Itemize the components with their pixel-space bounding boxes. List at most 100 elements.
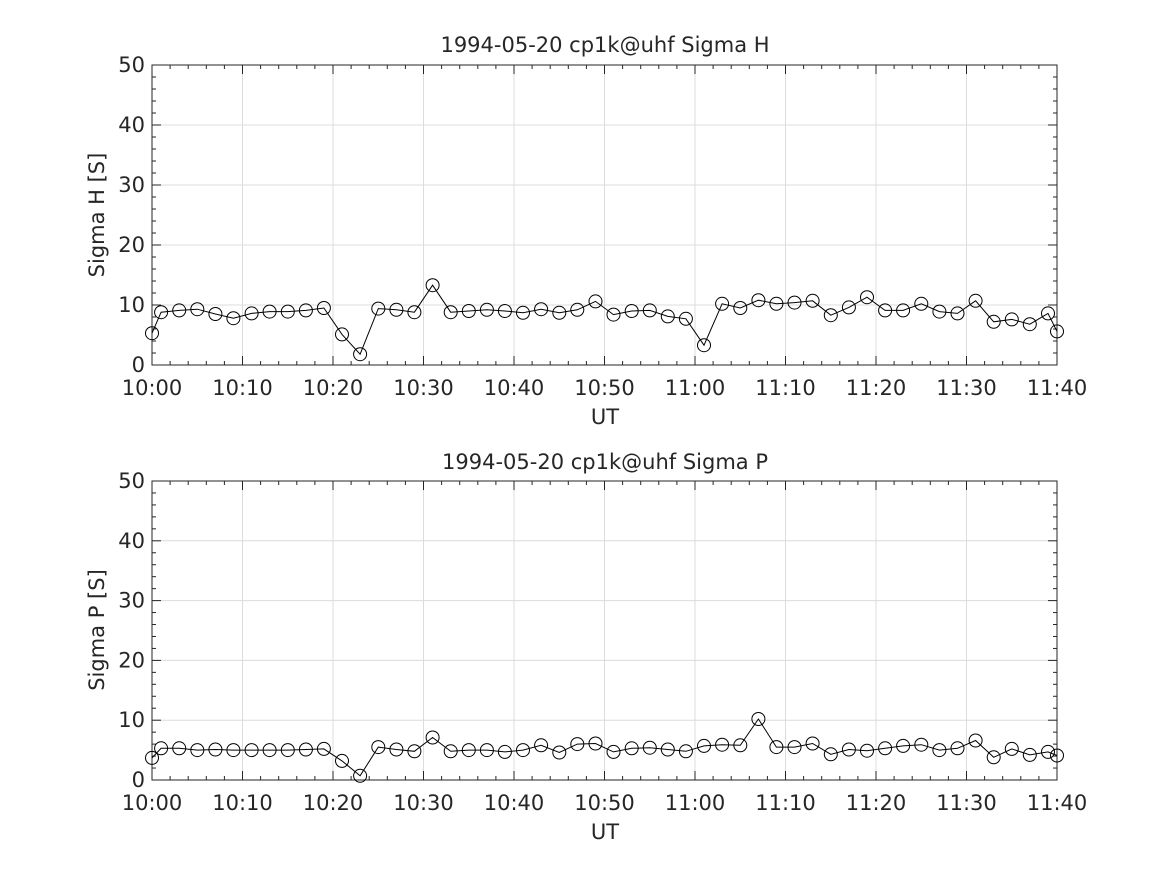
sigma-h-point-38	[823, 308, 838, 323]
sigma-p-point-11	[335, 753, 349, 768]
sigma-p-point-1	[154, 741, 169, 756]
sigma-h-point-17	[443, 305, 458, 320]
sigma-p-point-44	[932, 743, 947, 758]
sigma-h-point-33	[733, 301, 748, 315]
sigma-p-point-12	[353, 768, 368, 783]
sigma-h-title: 1994-05-20 cp1k@uhf Sigma H	[440, 33, 769, 57]
sigma-p-xtick-label-7: 11:10	[755, 791, 816, 815]
sigma-p-point-15	[407, 744, 422, 759]
sigma-h-xtick-label-6: 11:00	[665, 376, 726, 400]
sigma-p-point-30	[678, 744, 693, 759]
sigma-h-ylabel: Sigma H [S]	[85, 153, 109, 278]
sigma-h-point-50	[1041, 306, 1055, 321]
sigma-h-point-43	[914, 296, 929, 311]
sigma-h-point-19	[479, 302, 494, 317]
sigma-h-point-15	[407, 305, 422, 320]
sigma-p-xtick-label-1: 10:10	[212, 791, 273, 815]
sigma-h-point-8	[280, 304, 295, 319]
sigma-h-xtick-label-8: 11:20	[846, 376, 907, 400]
sigma-p-point-29	[660, 742, 675, 757]
sigma-p-point-25	[588, 736, 603, 751]
sigma-h-point-32	[715, 296, 730, 311]
sigma-p-ytick-label-4: 40	[118, 529, 145, 553]
sigma-h-xtick-label-4: 10:40	[484, 376, 545, 400]
sigma-h-point-12	[353, 347, 368, 362]
sigma-p-point-51	[1050, 748, 1064, 763]
sigma-h-point-29	[660, 309, 675, 324]
sigma-h-point-27	[624, 304, 639, 318]
sigma-p-ytick-label-5: 50	[118, 469, 145, 493]
sigma-h-point-14	[389, 302, 404, 317]
sigma-p-series-line	[151, 718, 1058, 777]
sigma-p-point-17	[443, 744, 458, 759]
sigma-h-point-39	[841, 300, 856, 315]
sigma-h-point-10	[316, 301, 331, 315]
sigma-h-point-42	[896, 303, 911, 318]
sigma-p-plot-area: 10:00 10:10 10:20 10:30 10:40 10:50 11:00 11:10…	[118, 469, 1087, 815]
sigma-p-point-26	[606, 744, 621, 759]
sigma-h-ytick-label-3: 30	[118, 173, 145, 197]
sigma-p-point-18	[461, 743, 476, 758]
sigma-p-xtick-label-2: 10:20	[303, 791, 364, 815]
sigma-h-point-48	[1004, 312, 1019, 327]
sigma-p-ytick-label-3: 30	[118, 589, 145, 613]
sigma-p-ytick-label-0: 0	[132, 768, 145, 792]
sigma-h-point-28	[642, 303, 657, 318]
sigma-p-point-38	[823, 747, 838, 762]
sigma-p-point-40	[860, 743, 874, 758]
sigma-p-point-36	[787, 740, 802, 755]
sigma-h-xtick-label-2: 10:20	[303, 376, 364, 400]
sigma-h-point-3	[190, 302, 205, 317]
sigma-h-point-11	[335, 327, 349, 342]
sigma-p-point-49	[1022, 747, 1037, 762]
sigma-p-point-13	[371, 740, 386, 755]
sigma-h-point-20	[497, 304, 512, 318]
sigma-h-point-21	[516, 305, 530, 320]
sigma-h-point-2	[172, 303, 187, 318]
sigma-h-ytick-label-2: 20	[118, 233, 145, 257]
sigma-p-xtick-label-10: 11:40	[1027, 791, 1088, 815]
sigma-h-axes-frame	[151, 64, 1058, 366]
sigma-p-axes-frame	[151, 480, 1058, 781]
sigma-p-point-16	[425, 730, 440, 745]
sigma-p-xtick-label-4: 10:40	[484, 791, 545, 815]
sigma-p-point-6	[244, 743, 259, 758]
sigma-h-xtick-label-3: 10:30	[393, 376, 454, 400]
sigma-h-point-44	[932, 304, 947, 319]
sigma-p-xtick-label-5: 10:50	[574, 791, 635, 815]
sigma-h-point-36	[787, 295, 802, 310]
sigma-p-point-19	[479, 743, 494, 758]
sigma-h-point-35	[769, 296, 784, 311]
sigma-h-point-6	[244, 306, 259, 321]
sigma-p-title: 1994-05-20 cp1k@uhf Sigma P	[442, 450, 768, 474]
sigma-p-point-47	[986, 750, 1001, 765]
sigma-h-ytick-label-0: 0	[132, 353, 145, 377]
sigma-p-point-23	[552, 745, 567, 760]
sigma-p-point-39	[841, 742, 856, 757]
sigma-h-point-45	[950, 306, 965, 321]
sigma-h-point-37	[805, 293, 820, 308]
sigma-p-point-42	[896, 738, 911, 753]
sigma-p-point-10	[316, 741, 331, 756]
sigma-p-point-4	[208, 742, 223, 757]
sigma-h-plot-area: 10:00 10:10 10:20 10:30 10:40 10:50 11:00 11:10…	[118, 53, 1087, 400]
sigma-h-point-31	[697, 338, 711, 353]
sigma-h-point-7	[262, 304, 277, 319]
sigma-h-point-26	[606, 307, 621, 322]
sigma-p-point-32	[715, 737, 730, 752]
sigma-h-xlabel: UT	[591, 405, 619, 429]
sigma-p-point-21	[516, 743, 530, 758]
sigma-h-point-4	[208, 307, 223, 321]
sigma-p-point-8	[280, 743, 295, 758]
sigma-p-xtick-label-0: 10:00	[122, 791, 183, 815]
sigma-h-point-22	[534, 302, 549, 317]
sigma-p-xtick-label-8: 11:20	[846, 791, 907, 815]
sigma-p-point-22	[534, 738, 549, 753]
sigma-h-ytick-label-5: 50	[118, 53, 145, 77]
sigma-p-point-2	[172, 741, 187, 756]
sigma-h-xtick-label-7: 11:10	[755, 376, 816, 400]
sigma-h-point-34	[751, 293, 766, 308]
sigma-p-point-14	[389, 742, 404, 757]
